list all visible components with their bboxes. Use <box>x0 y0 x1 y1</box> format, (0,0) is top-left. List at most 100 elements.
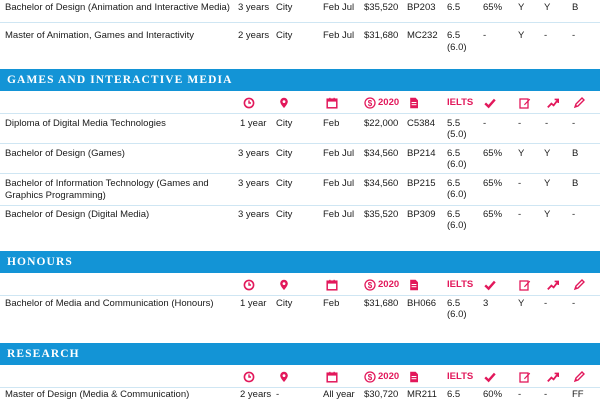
document-icon <box>408 97 420 109</box>
course-col3: - <box>572 118 576 129</box>
course-location: City <box>276 298 293 309</box>
course-col1: Y <box>518 30 525 41</box>
course-duration: 3 years <box>238 148 270 159</box>
course-intake: Feb Jul <box>323 209 355 220</box>
table-row: Master of Design (Media & Communication)… <box>0 388 600 400</box>
course-atar: 3 <box>483 298 489 309</box>
row-divider <box>0 22 600 23</box>
section-title: HONOURS <box>7 256 73 268</box>
course-ielts: 6.5 <box>447 209 461 220</box>
course-col2: Y <box>544 2 551 13</box>
pencil-icon <box>573 371 585 383</box>
course-name: Master of Animation, Games and Interacti… <box>5 30 195 41</box>
section-title: RESEARCH <box>7 348 80 360</box>
calendar-icon <box>326 279 338 291</box>
course-code: MR211 <box>407 389 437 400</box>
edit-icon <box>519 371 531 383</box>
dollar-circle-icon: $ <box>364 279 376 291</box>
course-col1: - <box>518 209 522 220</box>
course-col2: - <box>544 30 548 41</box>
course-atar: 65% <box>483 178 503 189</box>
table-row: Bachelor of Media and Communication (Hon… <box>0 296 600 326</box>
course-duration: 2 years <box>238 30 270 41</box>
fee-year-label: 2020 <box>378 279 400 290</box>
course-location: City <box>276 148 293 159</box>
table-row: Bachelor of Design (Animation and Intera… <box>0 0 600 22</box>
course-fee: $34,560 <box>364 178 399 189</box>
course-name: Bachelor of Media and Communication (Hon… <box>5 298 214 309</box>
table-row: Master of Animation, Games and Interacti… <box>0 23 600 57</box>
course-col3: - <box>572 209 576 220</box>
course-name: Bachelor of Information Technology (Game… <box>5 178 209 201</box>
course-intake: Feb Jul <box>323 2 355 13</box>
course-location: City <box>276 2 293 13</box>
course-duration: 1 year <box>240 118 267 129</box>
course-col1: Y <box>518 148 525 159</box>
course-fee: $31,680 <box>364 30 399 41</box>
pencil-icon <box>573 97 585 109</box>
course-code: BP309 <box>407 209 436 220</box>
course-atar: - <box>483 118 487 129</box>
course-ielts: 5.5 <box>447 118 461 129</box>
location-pin-icon <box>278 279 290 291</box>
course-col2: Y <box>544 178 551 189</box>
calendar-icon <box>326 97 338 109</box>
fee-year-label: 2020 <box>378 371 400 382</box>
course-col2: Y <box>544 209 551 220</box>
course-intake: Feb Jul <box>323 30 355 41</box>
course-atar: 65% <box>483 209 503 220</box>
course-col1: Y <box>518 298 525 309</box>
clock-icon <box>243 97 255 109</box>
course-location: - <box>276 389 280 400</box>
course-location: City <box>276 118 293 129</box>
check-icon <box>484 97 496 109</box>
table-row: Bachelor of Design (Games) 3 years City … <box>0 144 600 172</box>
section-header-research: RESEARCH <box>0 343 600 365</box>
row-divider <box>0 387 600 388</box>
course-duration: 1 year <box>240 298 267 309</box>
course-code: BH066 <box>407 298 437 309</box>
course-intake: Feb Jul <box>323 148 355 159</box>
fee-year-label: 2020 <box>378 97 400 108</box>
trending-up-icon <box>547 279 559 291</box>
course-col3: FF <box>572 389 584 400</box>
course-ielts-sub: (6.0) <box>447 189 467 200</box>
course-ielts-sub: (6.0) <box>447 309 467 320</box>
course-ielts: 6.5 <box>447 30 461 41</box>
check-icon <box>484 279 496 291</box>
table-row: Bachelor of Design (Digital Media) 3 yea… <box>0 206 600 234</box>
course-fee: $35,520 <box>364 209 399 220</box>
course-name: Bachelor of Design (Animation and Intera… <box>5 2 230 13</box>
course-duration: 3 years <box>238 2 270 13</box>
course-fee: $30,720 <box>364 389 399 400</box>
column-icon-header: $ 2020 IELTS <box>0 366 600 387</box>
svg-text:$: $ <box>368 99 373 108</box>
column-icon-header: $ 2020 IELTS <box>0 274 600 295</box>
course-col3: B <box>572 148 579 159</box>
row-divider <box>0 173 600 174</box>
row-divider <box>0 205 600 206</box>
trending-up-icon <box>547 97 559 109</box>
course-ielts-sub: (5.0) <box>447 129 467 140</box>
row-divider <box>0 295 600 296</box>
course-duration: 2 years <box>240 389 272 400</box>
course-col1: - <box>518 178 522 189</box>
course-col3: - <box>572 298 576 309</box>
course-intake: Feb <box>323 298 340 309</box>
svg-text:$: $ <box>368 281 373 290</box>
course-ielts-sub: (6.0) <box>447 159 467 170</box>
column-icon-header: $ 2020 IELTS <box>0 92 600 113</box>
calendar-icon <box>326 371 338 383</box>
ielts-label: IELTS <box>447 279 474 290</box>
course-duration: 3 years <box>238 209 270 220</box>
course-ielts: 6.5 <box>447 148 461 159</box>
course-col2: - <box>545 118 549 129</box>
course-col2: - <box>544 389 548 400</box>
table-row: Diploma of Digital Media Technologies 1 … <box>0 114 600 142</box>
course-location: City <box>276 30 293 41</box>
clock-icon <box>243 279 255 291</box>
location-pin-icon <box>278 97 290 109</box>
pencil-icon <box>573 279 585 291</box>
course-code: BP203 <box>407 2 436 13</box>
course-intake: All year <box>323 389 355 400</box>
